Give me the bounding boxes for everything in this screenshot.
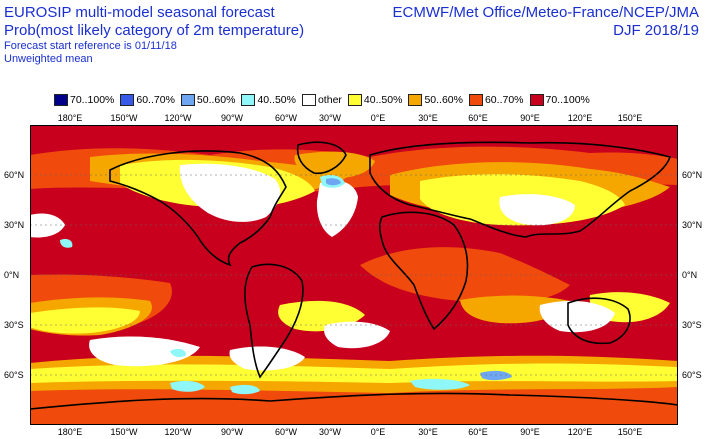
legend-label: 50..60% — [196, 94, 236, 106]
legend-label: 40..50% — [257, 94, 296, 106]
title-line-1: EUROSIP multi-model seasonal forecast — [4, 4, 275, 21]
lon-label: 60°W — [275, 427, 298, 437]
lon-label: 120°E — [568, 113, 593, 123]
legend-item: 60..70% — [120, 94, 175, 106]
legend-label: other — [317, 94, 342, 106]
legend-item: other — [301, 94, 342, 106]
legend-item: 40..50% — [347, 94, 403, 106]
lon-label: 150°E — [618, 427, 643, 437]
lon-label: 30°E — [418, 113, 438, 123]
lat-label: 30°N — [682, 220, 702, 230]
lon-label: 120°W — [164, 427, 192, 437]
graticule — [30, 174, 678, 376]
lon-label: 180°E — [58, 427, 83, 437]
lon-label: 150°E — [618, 113, 643, 123]
source-block: ECMWF/Met Office/Meteo-France/NCEP/JMA D… — [393, 4, 699, 40]
field-40-50-cold — [60, 175, 470, 395]
lon-label: 90°E — [520, 427, 540, 437]
map-frame — [30, 125, 678, 425]
lon-label: 30°W — [319, 113, 342, 123]
legend-swatch — [54, 94, 68, 106]
forecast-start-text: Forecast start reference is 01/11/18 — [4, 40, 177, 52]
lon-label: 150°W — [110, 427, 138, 437]
legend-item: 50..60% — [408, 94, 463, 106]
legend: 70..100% 60..70% 50..60% 40..50% other 4… — [54, 93, 596, 107]
forecast-map — [30, 125, 678, 425]
lon-label: 180°E — [58, 113, 83, 123]
legend-label: 70..100% — [70, 94, 115, 106]
legend-swatch — [529, 94, 544, 106]
lon-label: 60°W — [275, 113, 298, 123]
legend-swatch — [347, 94, 362, 106]
legend-label: 40..50% — [363, 94, 403, 106]
legend-swatch — [301, 94, 316, 106]
legend-item: 60..70% — [468, 94, 524, 106]
field-other — [30, 163, 615, 371]
lat-label: 60°S — [4, 370, 24, 380]
lon-label: 60°E — [468, 427, 488, 437]
legend-label: 50..60% — [424, 94, 463, 106]
title-line-2: Prob(most likely category of 2m temperat… — [4, 22, 305, 39]
lat-label: 0°N — [4, 270, 19, 280]
lon-label: 60°E — [468, 113, 488, 123]
lon-label: 90°W — [221, 427, 244, 437]
legend-item: 40..50% — [241, 94, 296, 106]
lat-label: 60°N — [4, 170, 24, 180]
title-block: EUROSIP multi-model seasonal forecast Pr… — [4, 4, 304, 66]
lon-label: 0°E — [371, 427, 386, 437]
lon-label: 150°W — [110, 113, 138, 123]
season-label: DJF 2018/19 — [613, 22, 699, 39]
legend-label: 60..70% — [136, 94, 175, 106]
legend-swatch — [468, 94, 483, 106]
legend-swatch — [408, 94, 423, 106]
lat-label: 60°N — [682, 170, 702, 180]
lat-label: 30°S — [682, 320, 702, 330]
source-models: ECMWF/Met Office/Meteo-France/NCEP/JMA — [392, 4, 699, 21]
lon-label: 90°W — [221, 113, 244, 123]
coastlines — [30, 141, 678, 410]
weighting-text: Unweighted mean — [4, 53, 93, 65]
lat-label: 30°S — [4, 320, 24, 330]
lon-label: 90°E — [520, 113, 540, 123]
lat-label: 0°N — [682, 270, 697, 280]
legend-item: 70..100% — [54, 94, 114, 106]
legend-swatch — [180, 94, 195, 106]
lon-label: 30°W — [319, 427, 342, 437]
lon-label: 30°E — [418, 427, 438, 437]
lon-label: 120°W — [164, 113, 192, 123]
legend-label: 60..70% — [484, 94, 524, 106]
lon-label: 120°E — [568, 427, 593, 437]
legend-swatch — [241, 94, 256, 106]
field-50-60-cold — [326, 178, 512, 381]
legend-label: 70..100% — [545, 94, 590, 106]
legend-item: 50..60% — [180, 94, 236, 106]
lon-label: 0°E — [371, 113, 386, 123]
lat-label: 60°S — [682, 370, 702, 380]
legend-swatch — [120, 94, 135, 106]
lat-label: 30°N — [4, 220, 24, 230]
legend-item: 70..100% — [529, 94, 590, 106]
